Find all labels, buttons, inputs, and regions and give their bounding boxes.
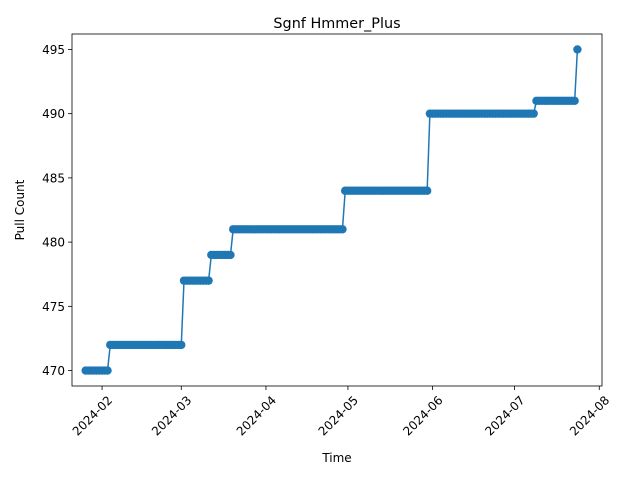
data-point	[226, 250, 235, 260]
x-tick-label: 2024-03	[149, 393, 194, 438]
x-tick-label: 2024-04	[234, 393, 279, 438]
x-tick-label: 2024-02	[70, 393, 115, 438]
y-tick-label: 490	[42, 107, 65, 121]
x-axis-title: Time	[321, 451, 351, 465]
series-points	[81, 45, 582, 375]
series-layer	[81, 45, 582, 375]
series-line	[85, 49, 579, 372]
x-tick-label: 2024-07	[482, 393, 527, 438]
data-point	[422, 186, 432, 195]
x-tick-label: 2024-08	[567, 393, 612, 438]
x-axis: 2024-02 2024-03 2024-04 2024-05 2024-06 2024-…	[70, 386, 612, 439]
y-tick-label: 470	[42, 364, 65, 378]
x-tick-label: 2024-06	[400, 393, 445, 438]
data-point	[529, 109, 538, 118]
data-point	[204, 276, 213, 285]
y-tick-label: 495	[42, 43, 65, 57]
y-axis: 470 475 480 485 490 495	[42, 43, 72, 378]
data-point	[103, 366, 112, 375]
plot-frame	[71, 33, 603, 387]
chart-title: Sgnf Hmmer_Plus	[273, 16, 400, 32]
y-axis-title: Pull Count	[13, 179, 27, 240]
y-tick-label: 480	[42, 236, 65, 250]
y-tick-label: 485	[42, 171, 65, 185]
x-tick-label: 2024-05	[316, 393, 361, 438]
data-point	[573, 45, 582, 54]
y-tick-label: 475	[42, 300, 65, 314]
data-point	[177, 340, 186, 350]
data-point	[570, 96, 579, 106]
data-point	[338, 225, 347, 234]
